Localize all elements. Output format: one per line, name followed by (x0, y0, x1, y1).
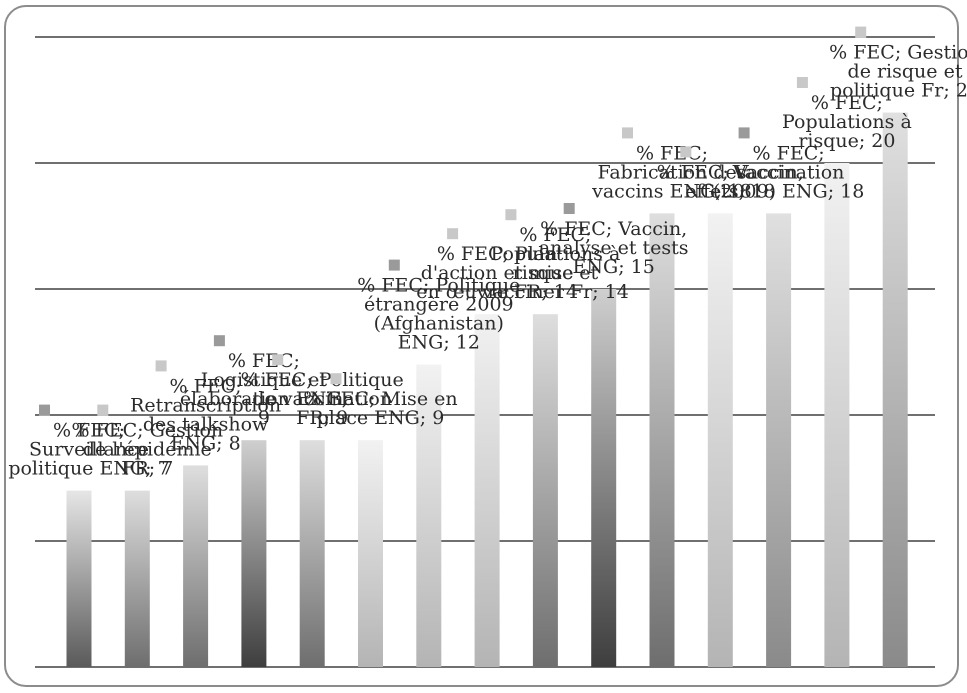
data-label: % FEC; Populations à risque et vacciner Fr;… (481, 224, 629, 303)
label-key (39, 404, 50, 416)
label-key (330, 373, 342, 385)
bar (416, 364, 442, 667)
data-label: % FEC; Populations à risque; 20 (782, 92, 912, 152)
bar (824, 163, 850, 667)
bars (66, 112, 908, 668)
label-key (563, 203, 575, 214)
bar (241, 440, 267, 667)
bar (183, 465, 209, 667)
bar (124, 490, 150, 667)
label-key (622, 127, 633, 139)
data-label: % FEC; Vaccination (2009) ENG; 18 (713, 142, 865, 202)
data-label: % FEC; Surveillance politique ENG; 7 (8, 420, 169, 480)
bar (66, 490, 92, 667)
data-label: % FEC; Vaccin, analyse et tests ENG; 15 (539, 218, 689, 278)
data-label: % FEC; Politique de vaccination FR; 9 (241, 369, 404, 429)
label-key (680, 146, 692, 158)
bar (591, 289, 617, 667)
bar (882, 112, 908, 668)
data-label: % FEC; Politique étrangère 2009 (Afghanist… (357, 275, 520, 354)
bar (299, 440, 325, 667)
label-key (447, 228, 459, 240)
data-label: % FEC; Gestion de risque et politique Fr; … (829, 42, 967, 102)
data-label: % FEC; Gestion de l'épidémie FR; 7 (71, 420, 223, 480)
data-label: % FEC; Logistique et élaboration ENG; 9 (180, 350, 348, 429)
label-key (505, 209, 517, 221)
data-label: % FEC; Mise en place ENG; 9 (303, 388, 457, 429)
bar (474, 314, 500, 667)
label-key (796, 77, 808, 88)
data-label: % FEC; Fabrication des vaccins ENG; 18 (591, 142, 752, 202)
label-key (213, 335, 225, 347)
label-key (155, 360, 167, 372)
label-key (272, 354, 284, 366)
data-label: % FEC; Vaccin, effets; 18 (657, 161, 804, 202)
label-key (388, 259, 400, 271)
data-labels: % FEC; Surveillance politique ENG; 7% FEC;… (8, 26, 967, 480)
data-label: % FEC; Plan d'action et mise en œuvre FR; … (416, 243, 578, 303)
label-key (738, 127, 750, 139)
bar (358, 440, 383, 667)
label-key (855, 26, 867, 38)
bar (649, 213, 675, 667)
data-label: % FEC; Retranscription des talkshow ENG; 8 (130, 375, 281, 454)
bar (766, 213, 792, 667)
bar (532, 314, 558, 667)
label-key (97, 404, 109, 416)
bar (707, 213, 733, 667)
